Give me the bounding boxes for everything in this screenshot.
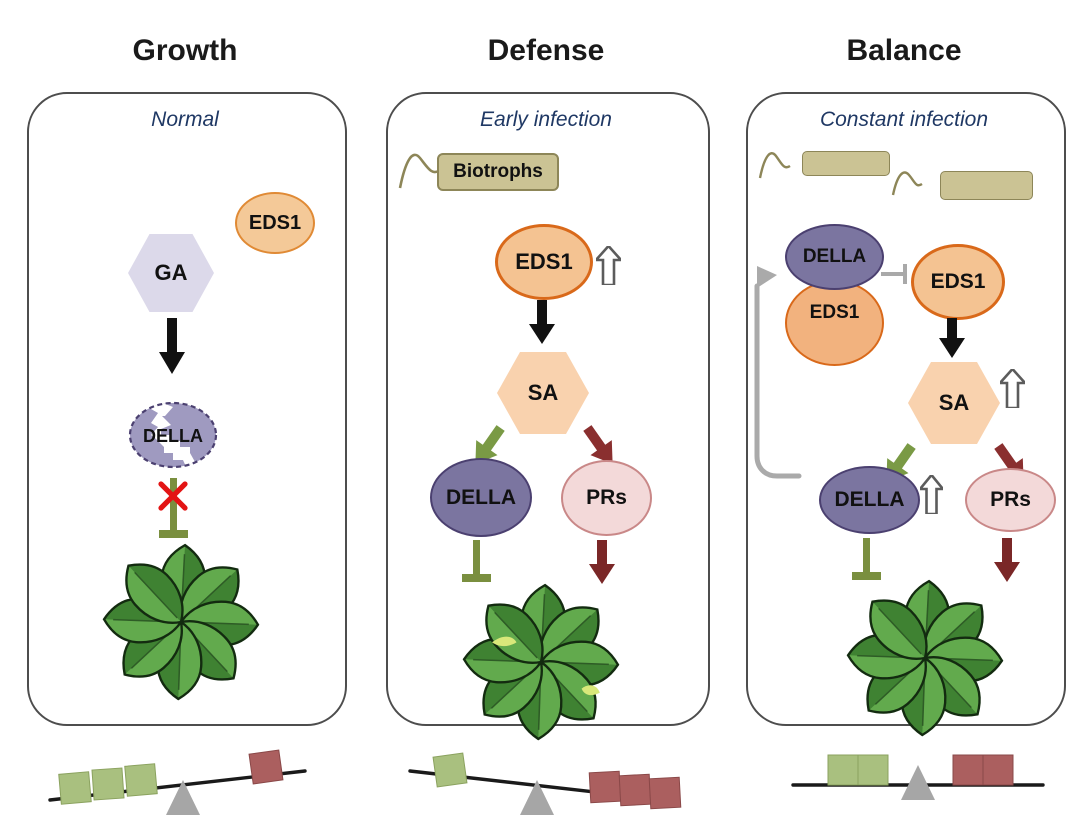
svg-text:DELLA: DELLA (143, 426, 203, 446)
